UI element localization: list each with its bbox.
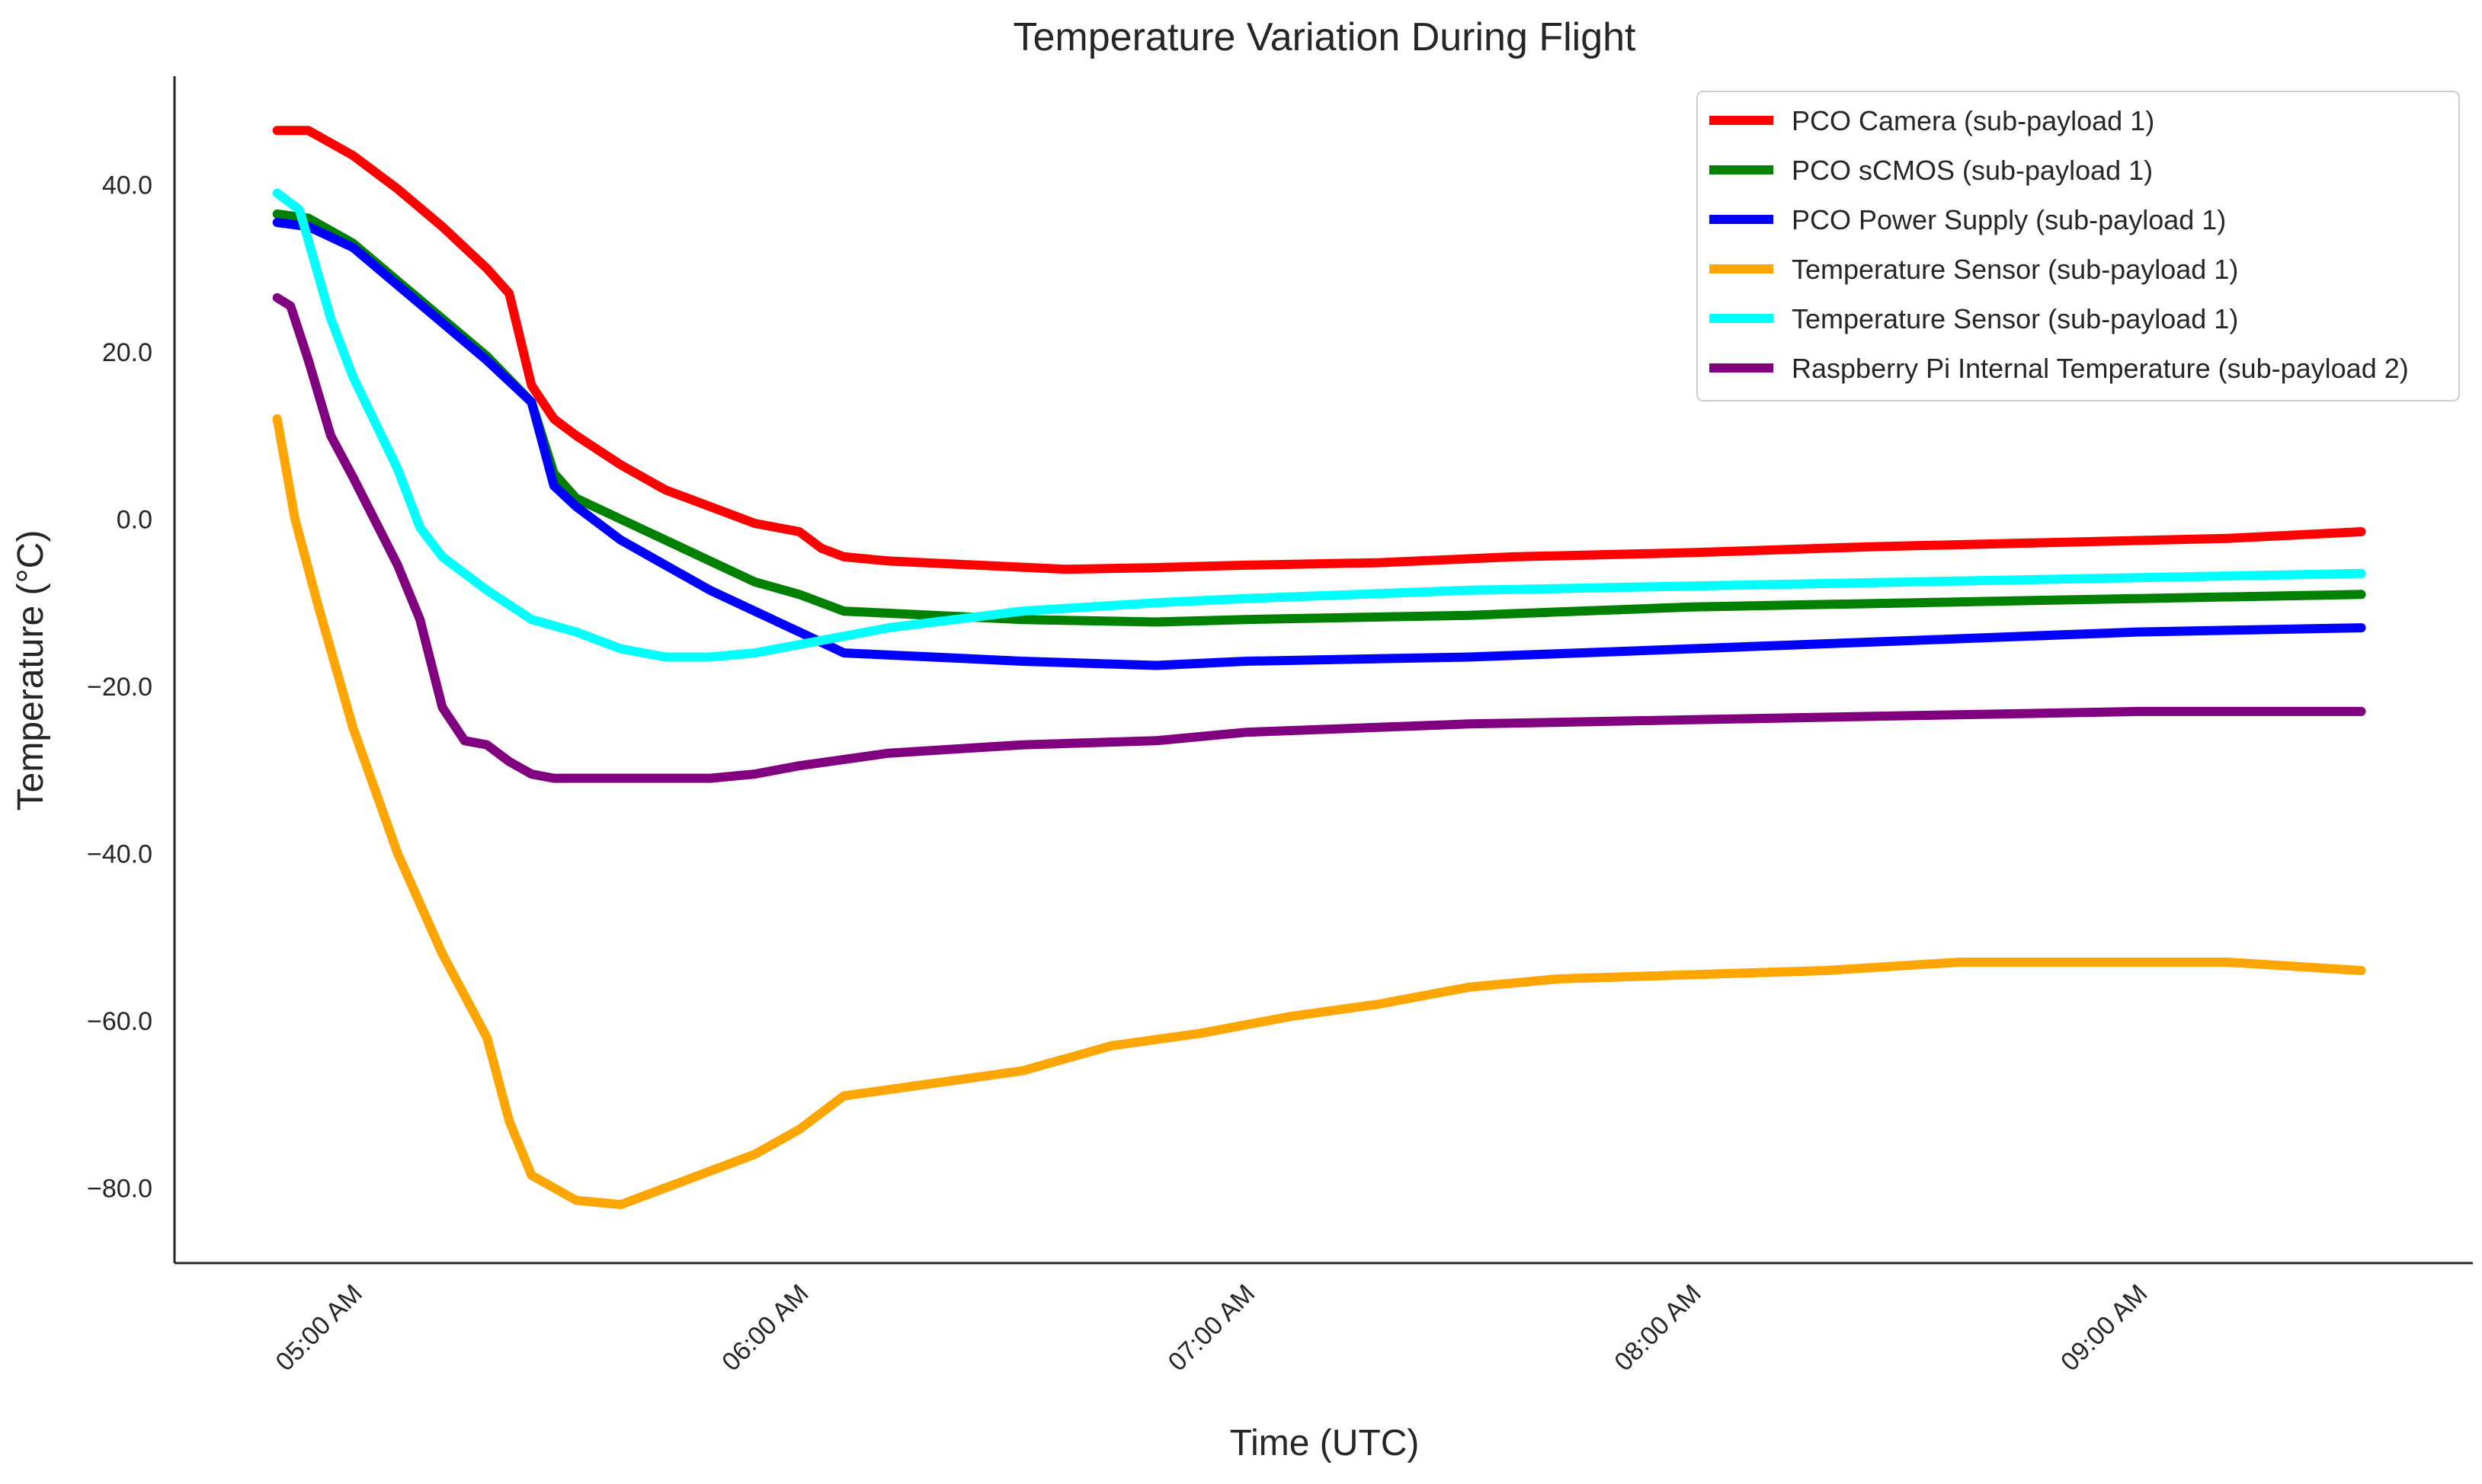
legend-label: Raspberry Pi Internal Temperature (sub-p… (1792, 353, 2409, 384)
legend-entry: Temperature Sensor (sub-payload 1) (1709, 303, 2238, 334)
y-tick-label: 0.0 (117, 506, 152, 535)
y-tick-label: −80.0 (87, 1174, 152, 1203)
legend-entry: Temperature Sensor (sub-payload 1) (1709, 254, 2238, 285)
series-layer (272, 126, 2366, 1210)
legend: PCO Camera (sub-payload 1) PCO sCMOS (sub… (1696, 91, 2460, 401)
legend-label: PCO Power Supply (sub-payload 1) (1792, 204, 2226, 235)
series-line-6 (272, 293, 2366, 783)
y-tick-label: 40.0 (102, 171, 152, 200)
legend-label: PCO sCMOS (sub-payload 1) (1792, 155, 2153, 186)
legend-label: Temperature Sensor (sub-payload 1) (1792, 303, 2238, 334)
series-line-5 (272, 188, 2366, 662)
x-axis-label: Time (UTC) (1230, 1423, 1420, 1463)
legend-box (1696, 91, 2460, 401)
legend-entry: PCO sCMOS (sub-payload 1) (1709, 155, 2153, 186)
series-line-4 (272, 414, 2366, 1210)
series-line-3 (272, 218, 2366, 670)
y-axis-label: Temperature (°C) (11, 530, 51, 811)
y-tick-label: −40.0 (87, 840, 152, 868)
legend-entries: PCO Camera (sub-payload 1) PCO sCMOS (sub… (1709, 105, 2409, 384)
series-line-1 (272, 126, 2366, 574)
y-tick-label: −60.0 (87, 1007, 152, 1036)
chart-title: Temperature Variation During Flight (1014, 15, 1637, 59)
legend-label: Temperature Sensor (sub-payload 1) (1792, 254, 2238, 285)
legend-entry: Raspberry Pi Internal Temperature (sub-p… (1709, 353, 2409, 384)
y-tick-label: −20.0 (87, 673, 152, 702)
legend-label: PCO Camera (sub-payload 1) (1792, 105, 2154, 136)
legend-entry: PCO Camera (sub-payload 1) (1709, 105, 2154, 136)
y-tick-label: 20.0 (102, 338, 152, 367)
y-tick-labels: 40.0 20.0 0.0 −20.0 −40.0 −60.0 −80.0 (87, 171, 152, 1204)
legend-entry: PCO Power Supply (sub-payload 1) (1709, 204, 2226, 235)
